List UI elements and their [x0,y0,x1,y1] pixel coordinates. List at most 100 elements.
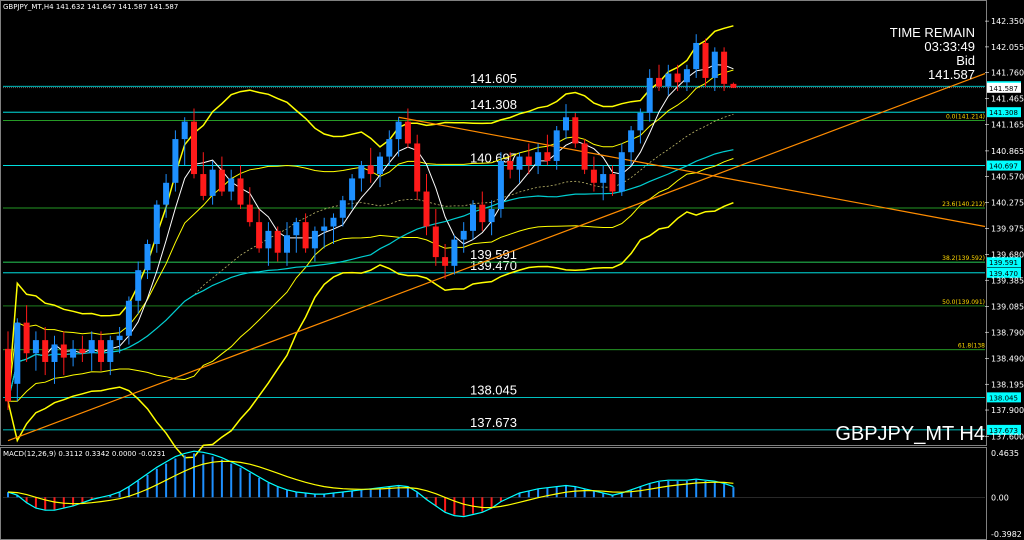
candle-body [5,348,11,402]
y-tick-label: 142.350 [991,17,1024,26]
candle-body [14,322,21,384]
candle-body [535,152,542,166]
candle-body [553,130,560,161]
level-label: 137.673 [470,415,517,430]
fib-label: 50.0(139.091) [942,299,985,306]
falling-trendline [398,116,986,228]
candle-body [32,340,39,354]
candle-body [181,121,188,140]
level-label: 141.308 [470,97,517,112]
bollinger-lower-band [7,202,734,459]
candle-body [460,230,467,240]
candle-body [237,178,244,205]
symbol-watermark: GBPJPY_MT H4 [835,423,985,445]
level-label: 139.470 [470,258,517,273]
candle-body [711,51,718,78]
candle-body [572,117,579,144]
candle-body [721,51,728,84]
candle-body [339,200,346,218]
candle-body [358,165,365,179]
candle-body [42,340,49,362]
candle-body [70,348,77,358]
candlesticks [5,34,737,411]
macd-tick-label: 0.4635 [991,449,1019,458]
y-tick-label: 140.275 [991,198,1024,207]
candle-body [330,217,337,227]
y-tick-label: 141.465 [991,94,1024,103]
candle-body [209,169,216,196]
candle-body [432,226,439,258]
level-price-tag [987,424,1021,435]
level-label: 138.045 [470,382,517,397]
candle-body [284,235,290,253]
candle-body [507,160,514,170]
candle-body [302,222,309,249]
candle-body [404,121,411,144]
current-price-tag-text: 141.587 [989,85,1018,93]
fibonacci-levels: 0.0(141.214) 23.6(140.212) 38.2(139.592) 50… [3,113,985,351]
candle-body [665,73,672,87]
candle-body [172,139,179,183]
horizontal-levels: 141.605141.605141.308141.308140.697140.6… [3,71,1021,435]
candle-body [618,152,625,192]
candle-body [311,230,318,249]
y-tick-label: 139.085 [991,302,1024,311]
candle-body [646,77,653,113]
candle-body [377,156,383,175]
time-remain-value: 03:33:49 [924,39,975,54]
level-price-tag [987,392,1021,403]
candle-body [637,112,644,131]
price-panel-frame [0,0,987,446]
level-price-tag-text: 141.308 [989,109,1018,117]
level-price-tag [987,257,1021,268]
candle-body [200,174,207,196]
rising-trendline [7,72,986,442]
bid-value: 141.587 [928,67,975,82]
candle-body [246,204,253,223]
macd-header: MACD(12,26,9) 0.3112 0.3342 0.0000 -0.02… [3,450,166,458]
candle-body [367,165,374,175]
candle-body [107,340,114,362]
candle-body [563,117,569,131]
level-label: 139.591 [470,247,517,262]
time-remain-caption: TIME REMAIN [890,25,975,40]
candle-body [395,121,402,140]
candle-body [693,42,700,70]
macd-line [7,450,734,518]
macd-tick-label: -0.3982 [991,530,1022,539]
candle-body [153,204,160,244]
y-tick-label: 138.790 [991,328,1024,337]
candle-body [386,139,393,157]
y-tick-label: 139.385 [991,276,1024,285]
candle-body [581,143,588,170]
candle-body [479,204,486,223]
candle-body [488,209,495,223]
symbol-header: GBPJPY_MT,H4 141.632 141.647 141.587 141… [3,3,178,11]
candle-body [683,69,690,83]
candle-body [702,42,709,78]
candle-body [51,344,58,362]
macd-signal-line [7,460,734,509]
bollinger-lower-inner-band [8,158,734,402]
candle-body [497,160,504,210]
time-remain-panel: TIME REMAIN 03:33:49 Bid 141.587 [890,25,975,82]
candle-body [516,156,523,170]
candle-body [609,174,616,192]
candle-body [730,83,737,88]
level-price-tag-text: 139.591 [989,259,1018,267]
fib-label: 23.6(140.212) [942,201,985,208]
candle-body [228,178,235,192]
fib-label: 38.2(139.592) [942,255,985,262]
level-price-tag-text: 137.673 [989,427,1018,435]
candle-body [256,222,263,249]
candle-body [265,230,272,249]
y-tick-label: 140.865 [991,147,1024,156]
current-price-tag [987,82,1021,93]
y-tick-label: 138.490 [991,354,1024,363]
y-tick-label: 139.680 [991,250,1024,259]
candle-body [191,121,197,175]
candle-body [321,226,328,231]
candle-body [125,300,132,336]
level-price-tag [987,160,1021,171]
